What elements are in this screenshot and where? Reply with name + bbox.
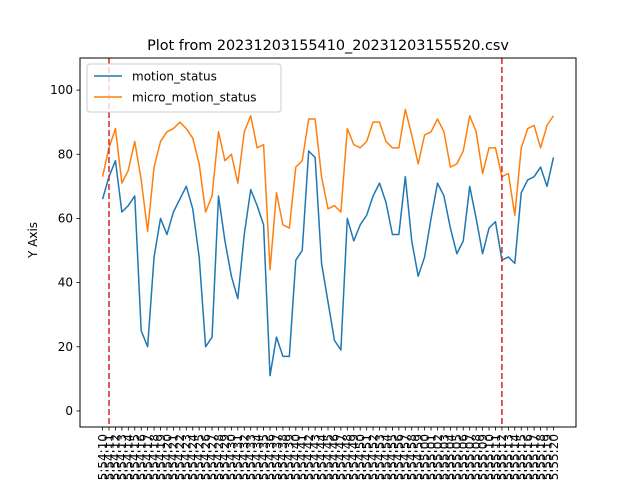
- x-tick-label: 15:54:10: [96, 434, 110, 480]
- x-tick-label: 15:55:15: [515, 434, 529, 480]
- plot-area: [101, 58, 555, 427]
- x-tick-label: 15:54:40: [289, 434, 303, 480]
- x-tick-label: 15:55:12: [495, 434, 509, 480]
- x-tick-label: 15:54:19: [154, 434, 168, 480]
- y-axis-label: Y Axis: [26, 222, 40, 259]
- x-tick-label: 15:54:46: [328, 434, 342, 480]
- x-tick-label: 15:55:18: [534, 434, 548, 480]
- y-tick-label: 80: [58, 147, 73, 161]
- x-tick-label: 15:54:20: [160, 434, 174, 480]
- x-tick-label: 15:54:56: [392, 434, 406, 480]
- x-tick-label: 15:54:58: [405, 434, 419, 480]
- x-tick-label: 15:54:12: [109, 434, 123, 480]
- x-tick-label: 15:55:07: [463, 434, 477, 480]
- legend: motion_status micro_motion_status: [86, 63, 282, 113]
- y-tick-label: 100: [50, 83, 73, 97]
- x-tick-label: 15:54:31: [231, 434, 245, 480]
- legend-label-motion-status: motion_status: [132, 70, 217, 84]
- x-tick-label: 15:54:11: [102, 434, 116, 480]
- x-tick-label: 15:54:38: [276, 434, 290, 480]
- x-tick-label: 15:55:06: [457, 434, 471, 480]
- x-tick-label: 15:54:41: [296, 434, 310, 480]
- x-tick-label: 15:54:49: [347, 434, 361, 480]
- x-tick-label: 15:55:02: [431, 434, 445, 480]
- x-tick-label: 15:54:37: [270, 434, 284, 480]
- x-tick-label: 15:54:24: [186, 434, 200, 480]
- x-tick-label: 15:55:01: [424, 434, 438, 480]
- x-tick-label: 15:55:11: [489, 434, 503, 480]
- x-tick-label: 15:55:16: [521, 434, 535, 480]
- x-tick-label: 15:54:57: [399, 434, 413, 480]
- y-axis: 0 20 40 60 80 100: [50, 83, 80, 418]
- x-tick-label: 15:55:10: [482, 434, 496, 480]
- x-tick-label: 15:54:33: [244, 434, 258, 480]
- x-tick-label: 15:54:27: [205, 434, 219, 480]
- legend-label-micro-motion-status: micro_motion_status: [132, 91, 257, 105]
- x-tick-label: 15:54:34: [250, 434, 264, 480]
- series-line-0: [101, 150, 555, 377]
- axes-frame: [79, 57, 577, 428]
- x-tick-label: 15:54:18: [147, 434, 161, 480]
- x-tick-label: 15:54:29: [218, 434, 232, 480]
- x-tick-label: 15:54:25: [192, 434, 206, 480]
- x-tick-label: 15:55:04: [444, 434, 458, 480]
- x-tick-label: 15:55:00: [418, 434, 432, 480]
- x-tick-label: 15:54:54: [379, 434, 393, 480]
- x-tick-label: 15:54:43: [308, 434, 322, 480]
- x-tick-label: 15:54:42: [302, 434, 316, 480]
- x-tick-label: 15:55:09: [476, 434, 490, 480]
- x-tick-label: 15:54:44: [315, 434, 329, 480]
- x-tick-label: 15:54:21: [167, 434, 181, 480]
- x-tick-label: 15:54:32: [238, 434, 252, 480]
- x-tick-label: 15:55:08: [469, 434, 483, 480]
- y-tick-label: 20: [58, 340, 73, 354]
- x-tick-label: 15:54:59: [411, 434, 425, 480]
- x-tick-label: 15:54:26: [199, 434, 213, 480]
- x-tick-label: 15:54:14: [122, 434, 136, 480]
- x-tick-label: 15:54:23: [180, 434, 194, 480]
- chart-title: Plot from 20231203155410_20231203155520.…: [147, 38, 509, 54]
- y-tick-label: 40: [58, 276, 73, 290]
- x-tick-label: 15:54:35: [257, 434, 271, 480]
- x-tick-label: 15:54:36: [263, 434, 277, 480]
- legend-box: [86, 63, 282, 113]
- x-tick-label: 15:55:17: [527, 434, 541, 480]
- x-tick-label: 15:55:20: [547, 434, 561, 480]
- x-tick-label: 15:54:15: [128, 434, 142, 480]
- x-tick-label: 15:54:39: [283, 434, 297, 480]
- y-tick-label: 60: [58, 211, 73, 225]
- x-axis: 15:54:1015:54:1115:54:1215:54:1315:54:14…: [96, 427, 561, 480]
- x-tick-label: 15:54:22: [173, 434, 187, 480]
- x-tick-label: 15:54:51: [360, 434, 374, 480]
- x-tick-label: 15:54:17: [141, 434, 155, 480]
- x-tick-label: 15:55:03: [437, 434, 451, 480]
- x-tick-label: 15:55:19: [540, 434, 554, 480]
- x-tick-label: 15:54:28: [212, 434, 226, 480]
- x-tick-label: 15:54:55: [386, 434, 400, 480]
- x-tick-label: 15:54:48: [341, 434, 355, 480]
- series-line-1: [101, 108, 555, 271]
- y-tick-label: 0: [65, 404, 73, 418]
- x-tick-label: 15:55:13: [502, 434, 516, 480]
- x-tick-label: 15:54:45: [321, 434, 335, 480]
- x-tick-label: 15:54:47: [334, 434, 348, 480]
- x-tick-label: 15:54:50: [354, 434, 368, 480]
- x-tick-label: 15:54:16: [134, 434, 148, 480]
- x-tick-label: 15:54:53: [373, 434, 387, 480]
- x-tick-label: 15:54:30: [225, 434, 239, 480]
- x-tick-label: 15:54:52: [366, 434, 380, 480]
- x-tick-label: 15:55:14: [508, 434, 522, 480]
- x-tick-label: 15:54:13: [115, 434, 129, 480]
- x-tick-label: 15:55:05: [450, 434, 464, 480]
